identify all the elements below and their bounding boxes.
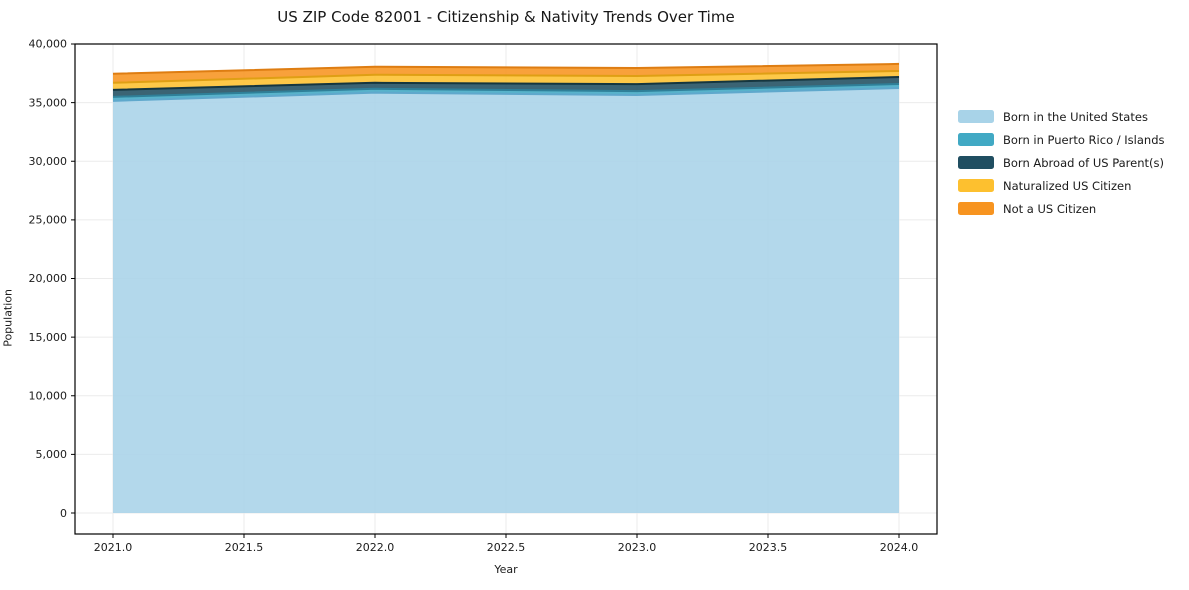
legend-label: Born in Puerto Rico / Islands (1003, 132, 1165, 147)
area-born-in-puerto-rico-islands (112, 83, 900, 101)
y-tick-label: 25,000 (29, 214, 68, 227)
y-tick-label: 40,000 (29, 38, 68, 51)
legend: Born in the United States Born in Puerto … (958, 105, 1165, 220)
legend-item: Not a US Citizen (958, 197, 1165, 220)
edge-line (112, 82, 900, 98)
edge-line (112, 86, 900, 102)
x-tick-label: 2021.5 (225, 541, 264, 554)
y-tick-label: 10,000 (29, 389, 68, 402)
legend-label: Born Abroad of US Parent(s) (1003, 155, 1164, 170)
legend-swatch (958, 179, 994, 192)
x-tick-label: 2022.0 (356, 541, 395, 554)
legend-swatch (958, 156, 994, 169)
y-tick-label: 15,000 (29, 331, 68, 344)
y-tick-label: 30,000 (29, 155, 68, 168)
area-born-abroad-of-us-parent-s- (112, 76, 900, 97)
legend-item: Naturalized US Citizen (958, 174, 1165, 197)
legend-swatch (958, 202, 994, 215)
legend-label: Not a US Citizen (1003, 201, 1097, 216)
y-tick-label: 35,000 (29, 96, 68, 109)
area-born-in-the-united-states (112, 87, 900, 514)
x-tick-label: 2022.5 (487, 541, 526, 554)
x-tick-label: 2021.0 (94, 541, 133, 554)
edge-line (112, 75, 900, 91)
legend-swatch (958, 133, 994, 146)
x-tick-label: 2023.5 (749, 541, 788, 554)
legend-label: Naturalized US Citizen (1003, 178, 1132, 193)
legend-label: Born in the United States (1003, 109, 1148, 124)
y-tick-label: 0 (60, 507, 67, 520)
y-tick-label: 20,000 (29, 272, 68, 285)
legend-item: Born in the United States (958, 105, 1165, 128)
x-tick-label: 2024.0 (880, 541, 919, 554)
x-axis-label: Year (494, 563, 518, 576)
legend-item: Born in Puerto Rico / Islands (958, 128, 1165, 151)
y-tick-label: 5,000 (36, 448, 68, 461)
legend-item: Born Abroad of US Parent(s) (958, 151, 1165, 174)
edge-line (112, 69, 900, 84)
edge-line (112, 62, 900, 75)
legend-swatch (958, 110, 994, 123)
chart-title: US ZIP Code 82001 - Citizenship & Nativi… (277, 8, 735, 26)
x-tick-label: 2023.0 (618, 541, 657, 554)
